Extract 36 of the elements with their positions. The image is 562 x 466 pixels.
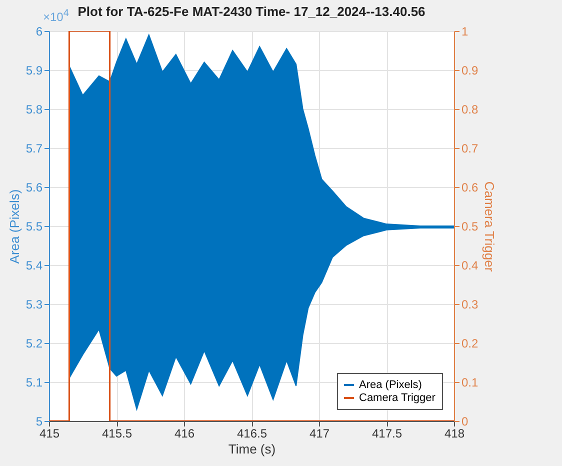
y2-tick-label: 0.6: [462, 180, 479, 194]
y-tick-label: 5.7: [26, 142, 43, 156]
y-tick-label: 5.5: [26, 220, 43, 234]
x-tick-label: 418: [444, 426, 465, 440]
x-tick-label: 415: [39, 426, 60, 440]
y-tick-label: 5: [36, 414, 43, 428]
y-tick-label: 6: [36, 24, 43, 38]
y2-tick-label: 0.3: [462, 298, 479, 312]
chart-title: Plot for TA-625-Fe MAT-2430 Time- 17_12_2024--13.40.56: [78, 4, 426, 19]
y-tick-label: 5.1: [26, 376, 43, 390]
y2-tick-label: 0.7: [462, 142, 479, 156]
y-tick-label: 5.8: [26, 102, 43, 116]
y-tick-label: 5.9: [26, 64, 43, 78]
legend-label: Area (Pixels): [359, 379, 422, 391]
y-tick-label: 5.4: [26, 258, 43, 272]
x-tick-label: 416: [174, 426, 195, 440]
x-tick-label: 417: [309, 426, 330, 440]
y2-tick-label: 0.8: [462, 102, 479, 116]
y2-tick-label: 0: [462, 414, 468, 428]
y-tick-label: 5.2: [26, 336, 43, 350]
y-axis-title: Area (Pixels): [6, 189, 22, 264]
y2-tick-label: 0.2: [462, 336, 479, 350]
x-tick-label: 417.5: [372, 426, 402, 440]
legend-label: Camera Trigger: [359, 392, 436, 404]
x-tick-label: 415.5: [102, 426, 132, 440]
y2-tick-label: 0.9: [462, 64, 479, 78]
axis-exponent: ×10$^{4}$: [43, 8, 69, 24]
x-tick-label: 416.5: [236, 426, 268, 440]
y-tick-label: 5.6: [26, 180, 43, 194]
y2-tick-label: 0.1: [462, 376, 479, 390]
y2-axis-title: Camera Trigger: [482, 181, 498, 272]
y2-tick-label: 0.5: [462, 220, 479, 234]
x-axis-title: Time (s): [228, 442, 276, 456]
y2-tick-label: 0.4: [462, 258, 479, 272]
y2-tick-label: 1: [462, 24, 468, 38]
y-tick-label: 5.3: [26, 298, 43, 312]
